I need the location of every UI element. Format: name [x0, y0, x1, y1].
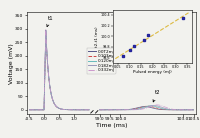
Legend: 0.0T2mJ, 0.103mJ, 0.120mJ, 0.182mJ, 0.332mJ: 0.0T2mJ, 0.103mJ, 0.120mJ, 0.182mJ, 0.33… [87, 48, 116, 74]
Y-axis label: t2-t1 (ms): t2-t1 (ms) [95, 26, 99, 47]
Text: t1: t1 [47, 16, 53, 27]
X-axis label: Pulsed energy (mJ): Pulsed energy (mJ) [133, 70, 172, 74]
Y-axis label: Voltage (mV): Voltage (mV) [9, 43, 14, 83]
Text: t2: t2 [153, 90, 160, 102]
X-axis label: Time (ms): Time (ms) [96, 123, 127, 128]
